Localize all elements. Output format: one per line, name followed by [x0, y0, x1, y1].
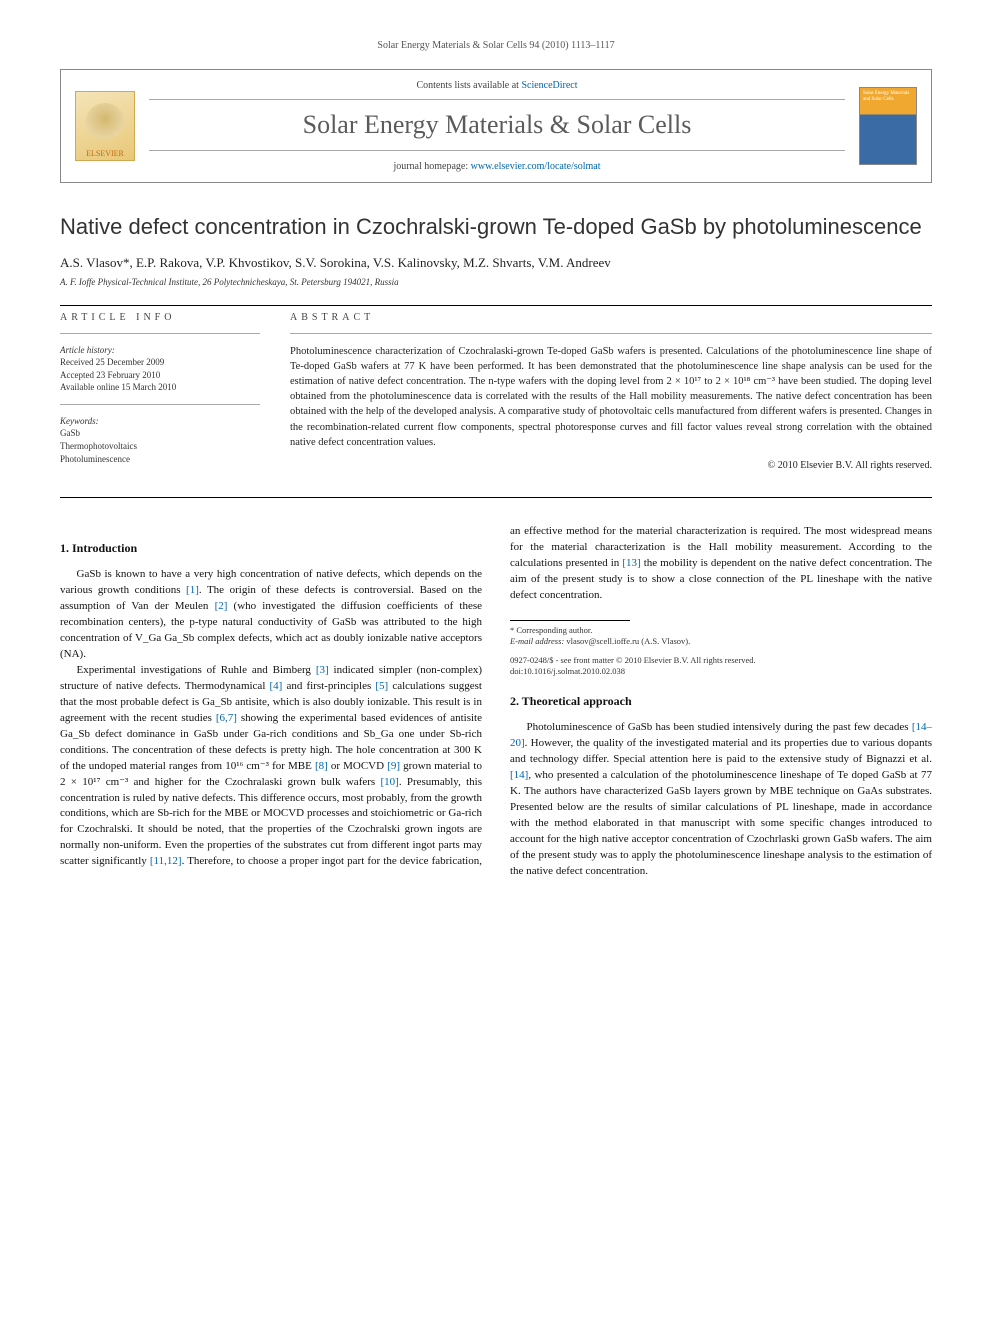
- citation-link[interactable]: [5]: [375, 680, 388, 692]
- contents-prefix: Contents lists available at: [416, 80, 521, 91]
- info-abstract-row: ARTICLE INFO Article history: Received 2…: [60, 312, 932, 472]
- doi: doi:10.1016/j.solmat.2010.02.038: [510, 666, 932, 677]
- journal-cover-thumb: Solar Energy Materials and Solar Cells: [859, 87, 917, 165]
- journal-center: Contents lists available at ScienceDirec…: [149, 80, 845, 172]
- citation-link[interactable]: [14]: [510, 769, 528, 781]
- keyword: Thermophotovoltaics: [60, 441, 137, 451]
- cover-text: Solar Energy Materials and Solar Cells: [863, 91, 909, 102]
- text-run: Photoluminescence of GaSb has been studi…: [527, 721, 912, 733]
- article-info-block: Article history: Received 25 December 20…: [60, 344, 260, 466]
- body-text: 1. Introduction GaSb is known to have a …: [60, 524, 932, 880]
- text-run: and first-principles: [282, 680, 375, 692]
- divider: [60, 404, 260, 405]
- text-run: , who presented a calculation of the pho…: [510, 769, 932, 877]
- contents-line: Contents lists available at ScienceDirec…: [149, 80, 845, 91]
- keywords-label: Keywords:: [60, 415, 260, 428]
- keyword: Photoluminescence: [60, 454, 130, 464]
- abstract-column: ABSTRACT Photoluminescence characterizat…: [290, 312, 932, 472]
- abstract-label: ABSTRACT: [290, 312, 932, 323]
- sciencedirect-link[interactable]: ScienceDirect: [521, 80, 577, 91]
- authors: A.S. Vlasov*, E.P. Rakova, V.P. Khvostik…: [60, 255, 932, 271]
- footnote-separator: [510, 620, 630, 621]
- journal-title: Solar Energy Materials & Solar Cells: [149, 110, 845, 140]
- keyword: GaSb: [60, 428, 80, 438]
- rule: [60, 305, 932, 306]
- citation-link[interactable]: [3]: [316, 664, 329, 676]
- elsevier-logo: ELSEVIER: [75, 91, 135, 161]
- footnotes: * Corresponding author. E-mail address: …: [510, 625, 932, 677]
- front-matter: 0927-0248/$ - see front matter © 2010 El…: [510, 655, 932, 666]
- article-title: Native defect concentration in Czochrals…: [60, 213, 932, 241]
- homepage-prefix: journal homepage:: [393, 161, 470, 172]
- divider: [60, 333, 260, 334]
- corresponding-author: * Corresponding author.: [510, 625, 932, 636]
- paragraph: GaSb is known to have a very high concen…: [60, 567, 482, 663]
- copyright: © 2010 Elsevier B.V. All rights reserved…: [290, 460, 932, 471]
- text-run: . However, the quality of the investigat…: [510, 737, 932, 765]
- email-line: E-mail address: vlasov@scell.ioffe.ru (A…: [510, 636, 932, 647]
- affiliation: A. F. Ioffe Physical-Technical Institute…: [60, 277, 932, 287]
- article-info-column: ARTICLE INFO Article history: Received 2…: [60, 312, 260, 472]
- journal-header-box: ELSEVIER Contents lists available at Sci…: [60, 69, 932, 183]
- section-heading: 1. Introduction: [60, 540, 482, 557]
- paragraph: Photoluminescence of GaSb has been studi…: [510, 720, 932, 879]
- citation-link[interactable]: [11,12]: [150, 855, 182, 867]
- received-date: Received 25 December 2009: [60, 357, 164, 367]
- text-run: Experimental investigations of Ruhle and…: [77, 664, 316, 676]
- citation-link[interactable]: [13]: [622, 557, 640, 569]
- online-date: Available online 15 March 2010: [60, 382, 176, 392]
- citation-link[interactable]: [2]: [215, 600, 228, 612]
- divider: [149, 150, 845, 151]
- rule: [60, 497, 932, 498]
- text-run: or MOCVD: [328, 760, 387, 772]
- history-label: Article history:: [60, 345, 115, 355]
- homepage-line: journal homepage: www.elsevier.com/locat…: [149, 161, 845, 172]
- accepted-date: Accepted 23 February 2010: [60, 370, 160, 380]
- section-heading: 2. Theoretical approach: [510, 693, 932, 710]
- citation-link[interactable]: [4]: [270, 680, 283, 692]
- divider: [290, 333, 932, 334]
- elsevier-tree-icon: [85, 103, 125, 143]
- email-address: vlasov@scell.ioffe.ru (A.S. Vlasov).: [566, 636, 690, 646]
- running-head: Solar Energy Materials & Solar Cells 94 …: [60, 40, 932, 51]
- citation-link[interactable]: [1]: [186, 584, 199, 596]
- publisher-name: ELSEVIER: [86, 149, 124, 158]
- email-label: E-mail address:: [510, 636, 564, 646]
- homepage-link[interactable]: www.elsevier.com/locate/solmat: [471, 161, 601, 172]
- citation-link[interactable]: [6,7]: [216, 712, 237, 724]
- citation-link[interactable]: [8]: [315, 760, 328, 772]
- article-info-label: ARTICLE INFO: [60, 312, 260, 323]
- abstract-text: Photoluminescence characterization of Cz…: [290, 344, 932, 451]
- divider: [149, 99, 845, 100]
- citation-link[interactable]: [9]: [387, 760, 400, 772]
- citation-link[interactable]: [10]: [380, 776, 398, 788]
